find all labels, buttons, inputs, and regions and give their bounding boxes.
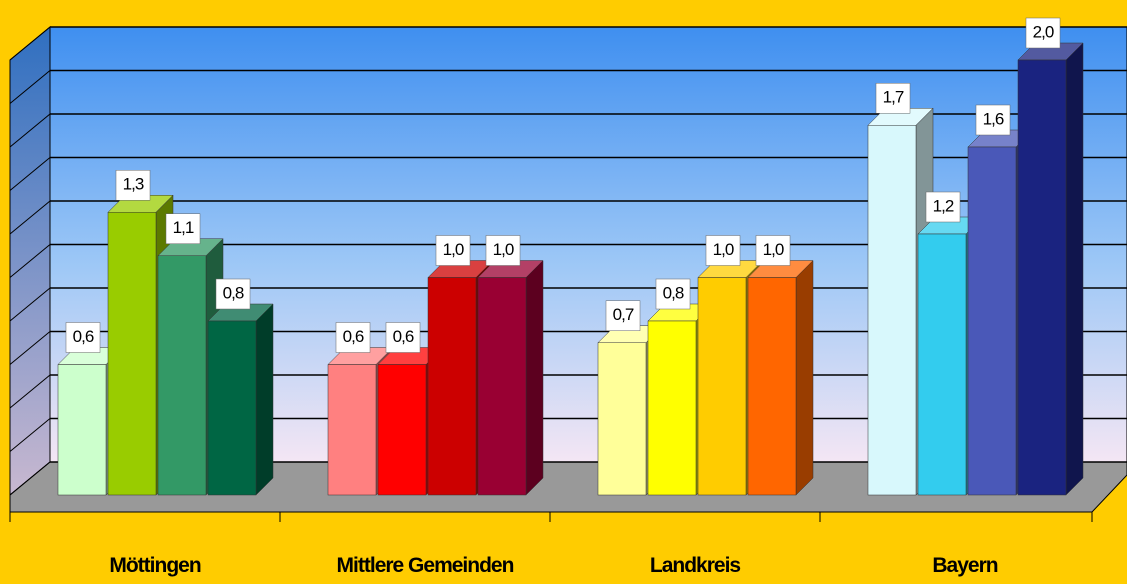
value-label: 1,0 <box>713 240 734 259</box>
bar-side <box>525 259 544 496</box>
value-label-box <box>655 278 691 310</box>
grid-line <box>9 374 51 409</box>
value-label-box <box>755 235 791 266</box>
bar <box>477 277 527 496</box>
bar <box>207 320 257 496</box>
value-label-box <box>975 104 1011 136</box>
value-label: 0,6 <box>393 327 414 346</box>
value-label-box <box>215 278 251 310</box>
x-tick-label: Bayern <box>932 554 997 577</box>
value-label: 1,6 <box>983 109 1004 128</box>
value-label-box <box>335 322 371 353</box>
value-label-box <box>1025 17 1061 49</box>
value-label: 1,2 <box>933 196 954 215</box>
bar <box>427 277 477 496</box>
bar-side <box>255 303 274 496</box>
value-label: 0,6 <box>343 327 364 346</box>
bar <box>867 125 917 496</box>
bar <box>1017 59 1067 496</box>
value-label-box <box>605 300 641 331</box>
x-tick-label: Landkreis <box>650 554 741 577</box>
grid-line <box>9 26 51 61</box>
bar <box>107 212 157 496</box>
value-label: 1,1 <box>173 218 194 237</box>
grid-line <box>9 70 51 104</box>
grid-line <box>9 244 51 278</box>
value-label-box <box>65 322 101 353</box>
x-tick-label: Mittlere Gemeinden <box>337 554 514 577</box>
bar <box>917 233 967 496</box>
value-label-box <box>435 235 471 266</box>
value-label: 1,0 <box>763 240 784 259</box>
value-label-box <box>485 235 521 266</box>
bar-side <box>795 259 814 496</box>
value-label: 2,0 <box>1033 22 1054 41</box>
bar <box>967 146 1017 496</box>
bar <box>697 277 747 496</box>
grid-line <box>9 200 51 235</box>
value-label: 0,8 <box>223 283 244 302</box>
value-label-box <box>385 322 421 353</box>
bar <box>327 364 377 496</box>
value-label-box <box>115 170 151 201</box>
value-label: 1,3 <box>123 175 144 194</box>
bar <box>377 364 427 496</box>
value-label: 1,7 <box>883 88 904 107</box>
value-label: 0,8 <box>663 283 684 302</box>
grid-line <box>9 461 51 496</box>
bar <box>747 277 797 496</box>
grid-line <box>9 331 51 365</box>
value-label: 1,0 <box>493 240 514 259</box>
grid-line <box>9 113 51 148</box>
value-label-box <box>875 83 911 114</box>
value-label: 0,7 <box>613 305 634 324</box>
x-tick-label: Möttingen <box>109 554 200 577</box>
bar-side <box>1065 42 1084 496</box>
bar <box>647 320 697 496</box>
value-label-box <box>925 191 961 223</box>
grid-line <box>9 157 51 191</box>
value-label-box <box>705 235 741 266</box>
bars: 0,6 1,3 1,1 0,8 0,6 0,6 1,0 1,0 0,7 0,8 1,0 1,0 1,7 1… <box>57 17 1084 496</box>
bar <box>597 342 647 496</box>
grid-line <box>9 418 51 452</box>
value-label: 0,6 <box>73 327 94 346</box>
grid-line <box>9 287 51 322</box>
value-label-box <box>165 213 201 244</box>
value-label: 1,0 <box>443 240 464 259</box>
bar <box>57 364 107 496</box>
bar <box>157 255 207 496</box>
